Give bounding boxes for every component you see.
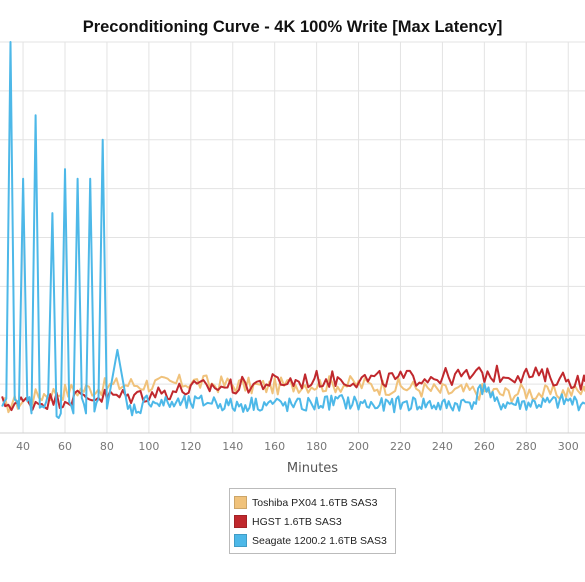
series-line (1, 41, 585, 419)
x-tick-label: 180 (306, 440, 327, 453)
legend-item[interactable]: HGST 1.6TB SAS3 (230, 512, 395, 531)
x-tick-label: 60 (58, 440, 72, 453)
x-tick-label: 140 (222, 440, 243, 453)
chart-legend: Toshiba PX04 1.6TB SAS3 HGST 1.6TB SAS3 … (229, 488, 396, 554)
legend-item[interactable]: Seagate 1200.2 1.6TB SAS3 (230, 531, 395, 550)
x-tick-label: 100 (138, 440, 159, 453)
x-tick-label: 120 (180, 440, 201, 453)
legend-swatch (234, 534, 247, 547)
x-tick-label: 260 (474, 440, 495, 453)
legend-label: Seagate 1200.2 1.6TB SAS3 (252, 534, 387, 547)
x-tick-label: 80 (100, 440, 114, 453)
legend-label: HGST 1.6TB SAS3 (252, 515, 342, 528)
x-tick-label: 160 (264, 440, 285, 453)
legend-swatch (234, 496, 247, 509)
x-tick-label: 200 (348, 440, 369, 453)
series-line (1, 364, 585, 412)
x-tick-label: 220 (390, 440, 411, 453)
x-tick-label: 240 (432, 440, 453, 453)
x-tick-label: 300 (558, 440, 579, 453)
x-tick-label: 280 (516, 440, 537, 453)
x-axis-label: Minutes (287, 461, 338, 476)
chart-title: Preconditioning Curve - 4K 100% Write [M… (82, 18, 503, 36)
legend-item[interactable]: Toshiba PX04 1.6TB SAS3 (230, 493, 395, 512)
legend-label: Toshiba PX04 1.6TB SAS3 (252, 496, 378, 509)
x-tick-label: 40 (16, 440, 30, 453)
legend-swatch (234, 515, 247, 528)
